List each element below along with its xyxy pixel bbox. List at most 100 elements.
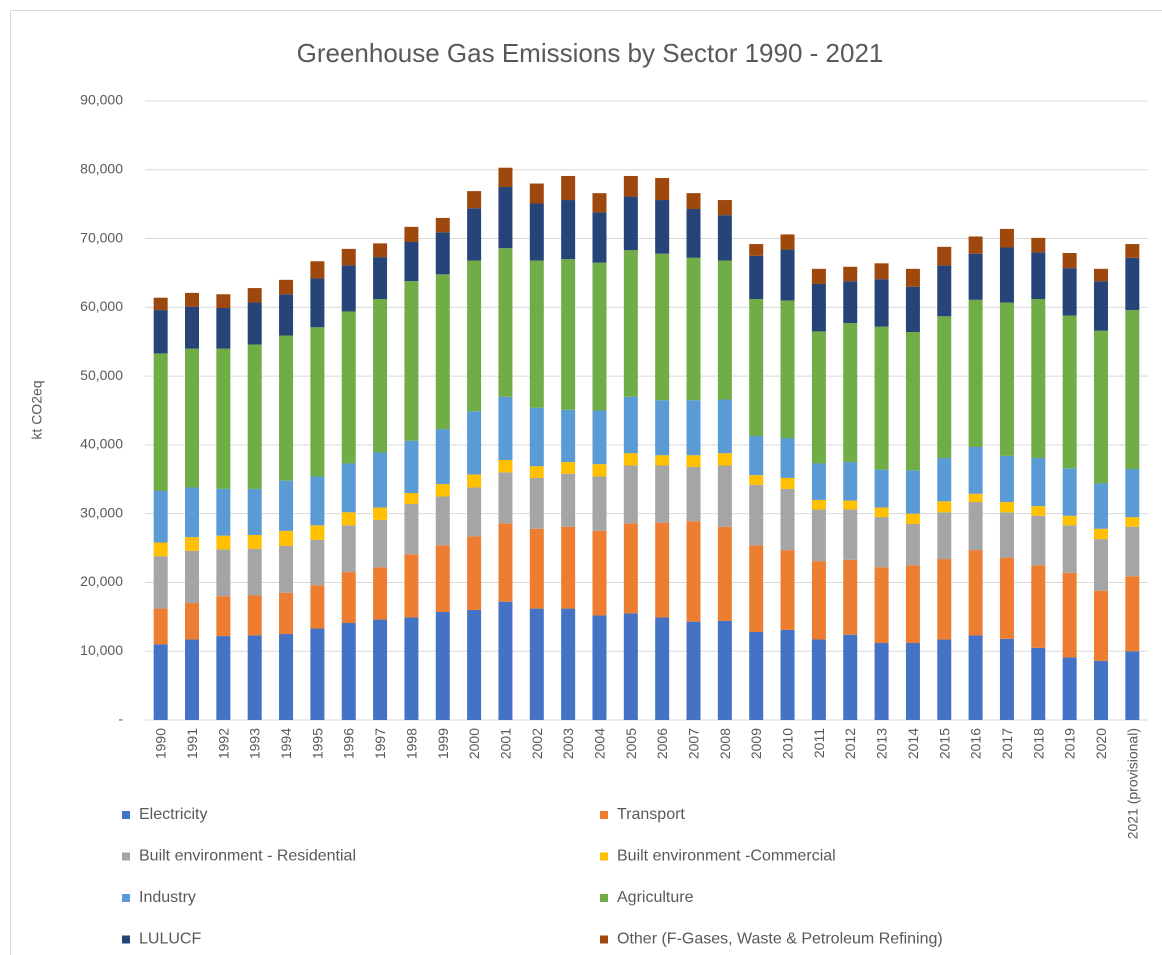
bar-segment [874, 517, 889, 568]
bar-segment [373, 452, 388, 508]
x-tick-label: 1997 [372, 728, 388, 759]
x-tick-label: 1991 [184, 728, 200, 759]
bar-segment [968, 253, 983, 300]
bar-segment [561, 200, 576, 260]
bar-segment [937, 639, 952, 720]
x-tick-label: 2005 [623, 728, 639, 759]
bar-segment [1125, 526, 1140, 577]
bar-segment [216, 535, 231, 550]
x-tick-label: 2019 [1062, 728, 1078, 759]
x-tick-label: 2004 [591, 728, 607, 759]
bar-segment [341, 265, 356, 312]
bar-segment [749, 244, 764, 256]
bar-segment [216, 636, 231, 720]
bar-segment [717, 453, 732, 466]
bar-segment [1031, 506, 1046, 516]
bar-segment [341, 311, 356, 464]
bar-segment [655, 522, 670, 618]
bar-segment [592, 615, 607, 720]
bar-segment [905, 523, 920, 566]
bar-segment [373, 519, 388, 568]
bar-segment [999, 638, 1014, 720]
bar-segment [529, 477, 544, 529]
x-tick-label: 1998 [403, 728, 419, 759]
bar-segment [811, 499, 826, 510]
bar-segment [592, 476, 607, 531]
bar-segment [780, 629, 795, 720]
x-tick-label: 2009 [748, 728, 764, 759]
bar-segment [435, 612, 450, 720]
bar-segment [1062, 525, 1077, 573]
bar-segment [467, 260, 482, 412]
bar-segment [1125, 257, 1140, 311]
bar-segment [1093, 590, 1108, 661]
bar-segment [905, 332, 920, 471]
bar-segment [623, 196, 638, 251]
bar-segment [373, 257, 388, 300]
bar-segment [1031, 299, 1046, 458]
bar-segment [1031, 647, 1046, 720]
bar-segment [529, 183, 544, 204]
bar-segment [529, 260, 544, 408]
bar-segment [435, 274, 450, 430]
bar-segment [153, 490, 168, 543]
bar-segment [529, 407, 544, 467]
bar-segment [404, 617, 419, 720]
bar-segment [717, 260, 732, 400]
legend-label: Built environment - Residential [139, 848, 356, 865]
bar-segment [247, 488, 262, 535]
bar-segment [561, 473, 576, 527]
x-tick-label: 1995 [309, 728, 325, 759]
legend-label: Agriculture [617, 889, 694, 906]
bar-segment [592, 262, 607, 411]
bar-segment [623, 396, 638, 454]
legend-label: Electricity [139, 806, 207, 823]
bar-segment [937, 501, 952, 513]
bar-segment [780, 234, 795, 250]
bar-segment [561, 462, 576, 474]
bar-segment [341, 463, 356, 513]
bar-segment [247, 344, 262, 489]
bar-segment [1062, 468, 1077, 516]
bar-segment [968, 493, 983, 502]
bar-segment [498, 248, 513, 397]
bar-segment [1093, 281, 1108, 331]
bar-segment [686, 208, 701, 258]
bar-segment [655, 400, 670, 456]
bar-segment [905, 513, 920, 524]
x-tick-label: 1993 [247, 728, 263, 759]
y-tick-label: 10,000 [80, 642, 123, 658]
bar-segment [1093, 539, 1108, 591]
bar-segment [279, 530, 294, 546]
bar-segment [1062, 657, 1077, 720]
bar-segment [811, 463, 826, 500]
y-tick-label: 30,000 [80, 504, 123, 520]
chart-frame [10, 10, 1162, 955]
bar-segment [153, 297, 168, 311]
x-tick-label: 1994 [278, 728, 294, 759]
bar-segment [968, 299, 983, 447]
bar-segment [937, 316, 952, 458]
legend-swatch [600, 852, 608, 861]
bar-segment [749, 475, 764, 485]
bar-segment [749, 545, 764, 632]
bar-segment [843, 500, 858, 510]
bar-segment [999, 455, 1014, 502]
bar-segment [655, 200, 670, 254]
bar-segment [937, 457, 952, 502]
bar-segment [999, 512, 1014, 558]
bar-segment [153, 310, 168, 354]
legend-swatch [600, 811, 608, 819]
x-tick-label: 2012 [842, 728, 858, 759]
bar-segment [341, 525, 356, 573]
bar-segment [843, 462, 858, 501]
bar-segment [749, 435, 764, 476]
bar-segment [247, 288, 262, 303]
bar-segment [874, 469, 889, 508]
bar-segment [717, 215, 732, 261]
bar-segment [937, 559, 952, 640]
bar-segment [498, 601, 513, 720]
bar-segment [874, 326, 889, 470]
bar-segment [153, 556, 168, 609]
